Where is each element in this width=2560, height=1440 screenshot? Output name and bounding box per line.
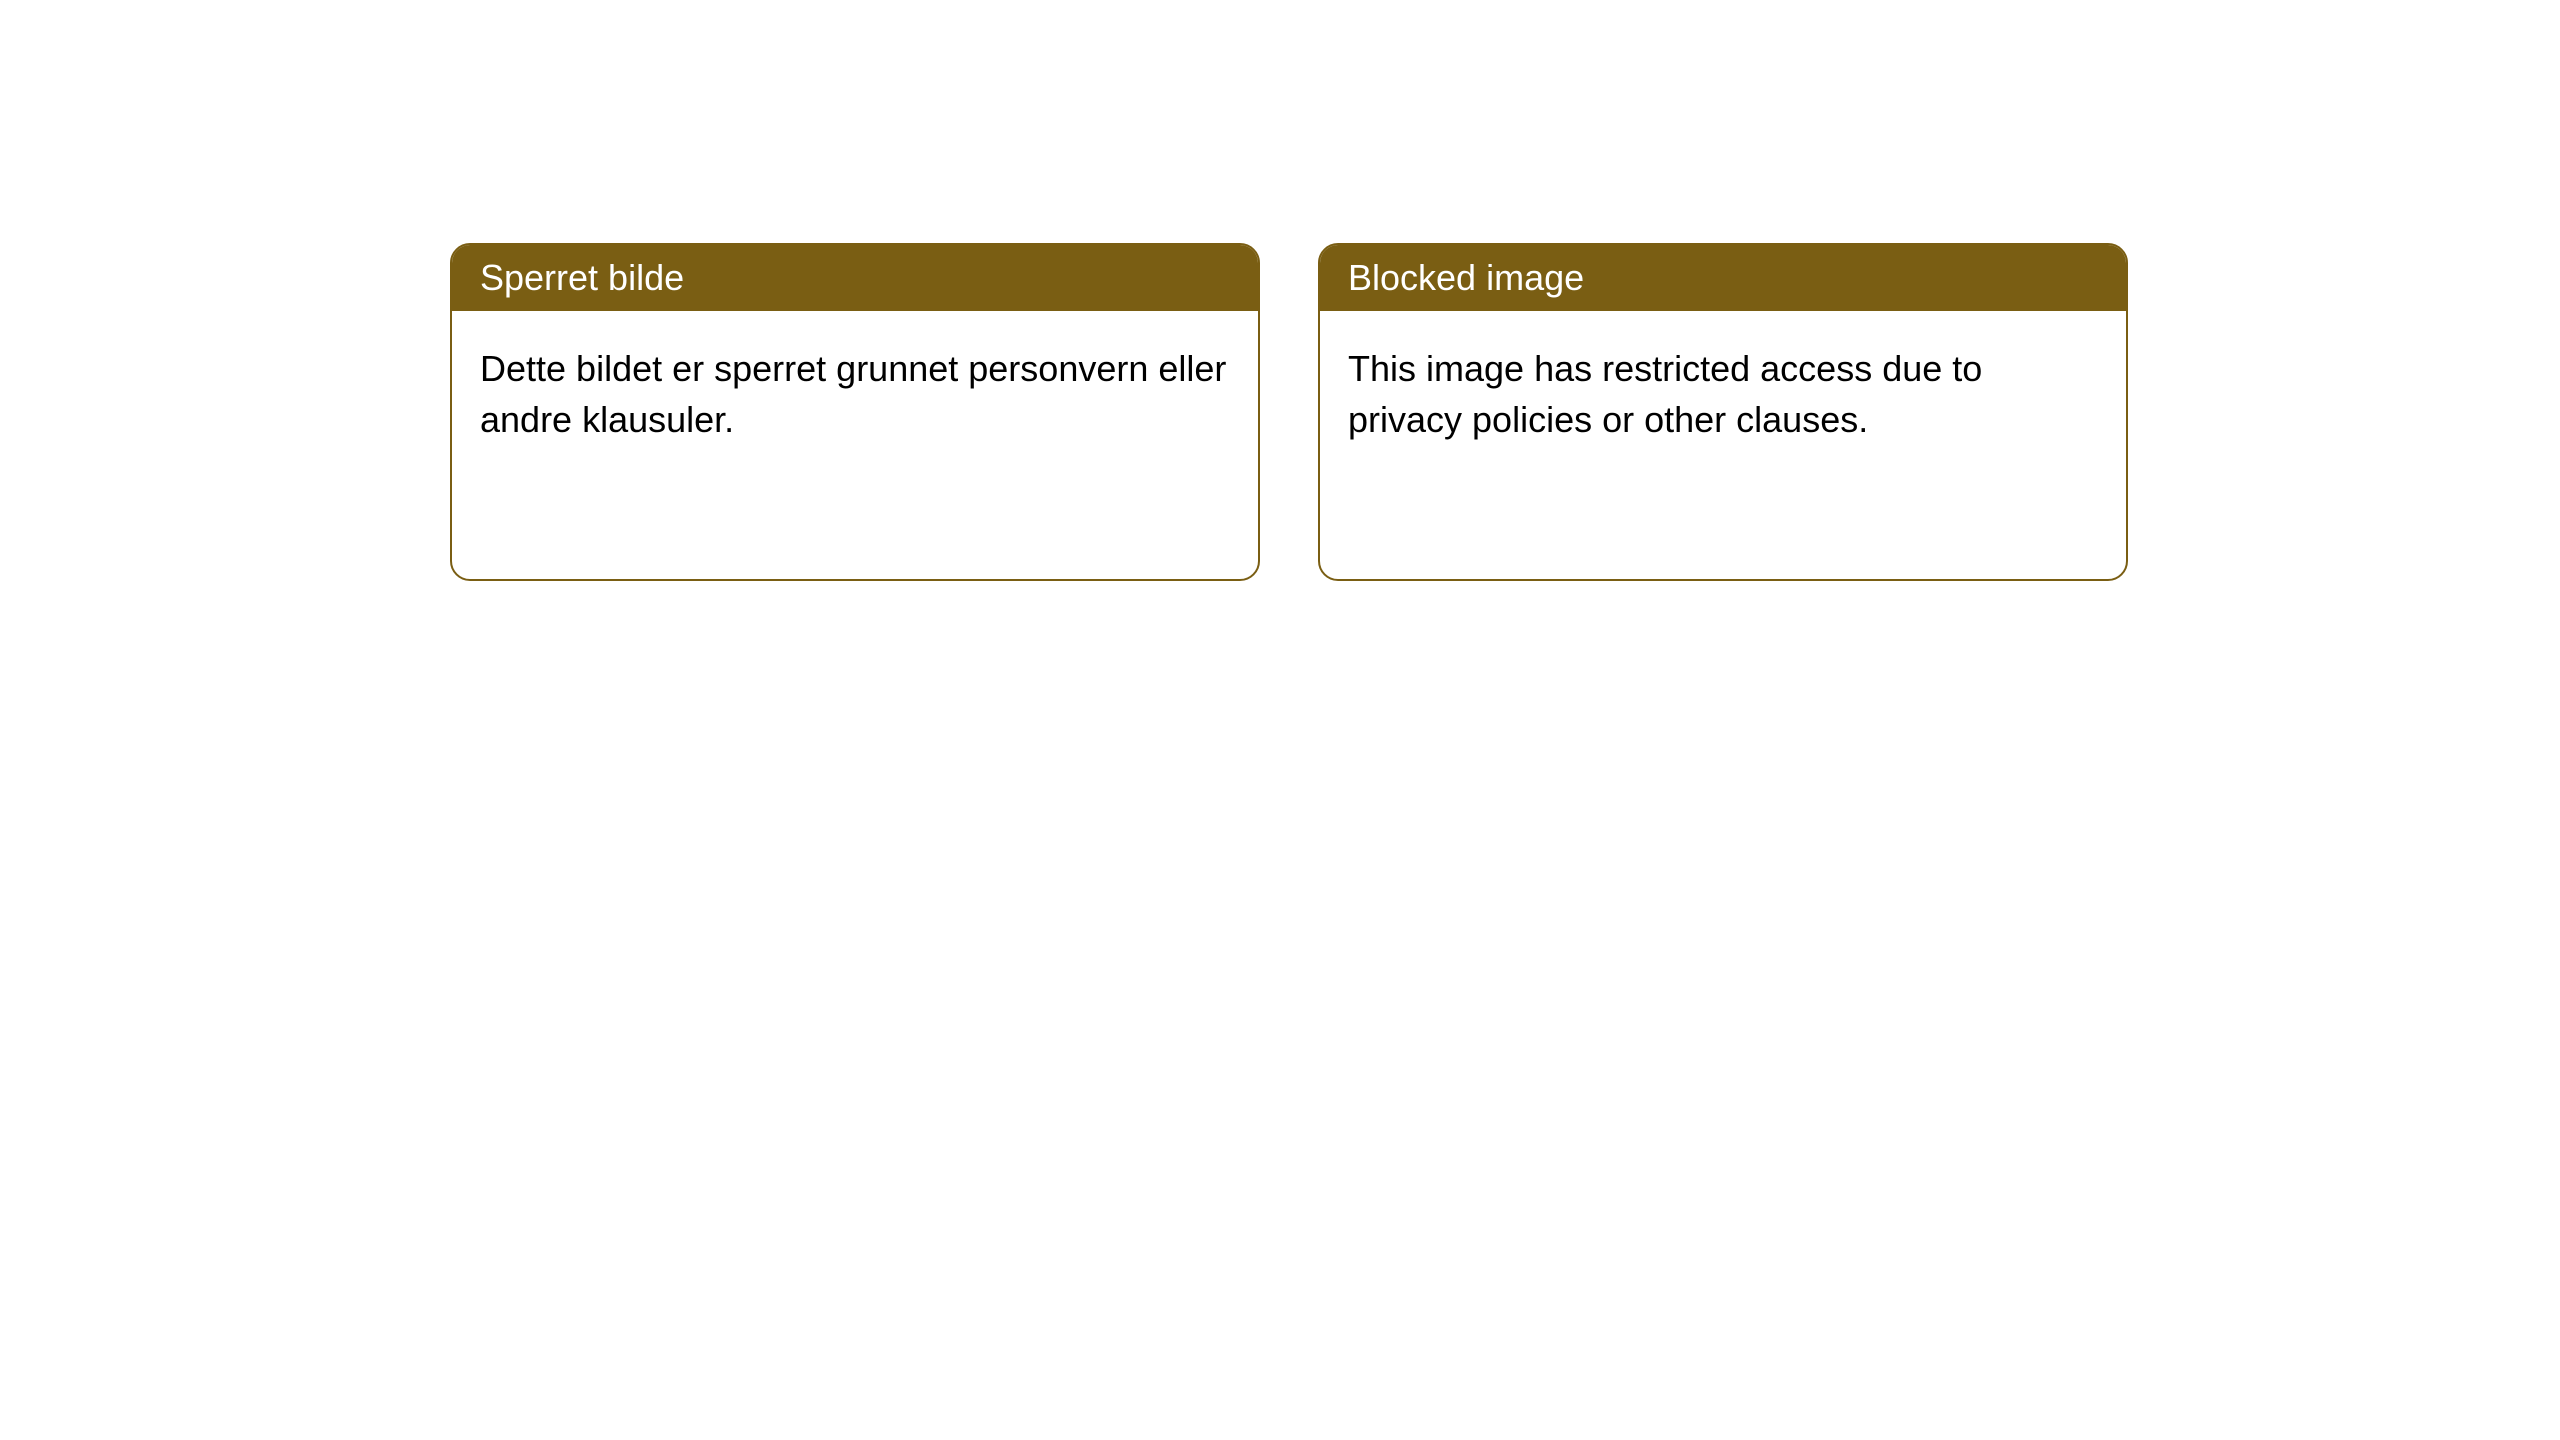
notice-body: This image has restricted access due to … [1320, 311, 2126, 477]
notice-card-norwegian: Sperret bilde Dette bildet er sperret gr… [450, 243, 1260, 581]
notice-container: Sperret bilde Dette bildet er sperret gr… [0, 0, 2560, 581]
notice-body: Dette bildet er sperret grunnet personve… [452, 311, 1258, 477]
notice-body-text: Dette bildet er sperret grunnet personve… [480, 348, 1226, 440]
notice-title: Blocked image [1348, 257, 1584, 298]
notice-header: Blocked image [1320, 245, 2126, 311]
notice-title: Sperret bilde [480, 257, 684, 298]
notice-card-english: Blocked image This image has restricted … [1318, 243, 2128, 581]
notice-body-text: This image has restricted access due to … [1348, 348, 1982, 440]
notice-header: Sperret bilde [452, 245, 1258, 311]
